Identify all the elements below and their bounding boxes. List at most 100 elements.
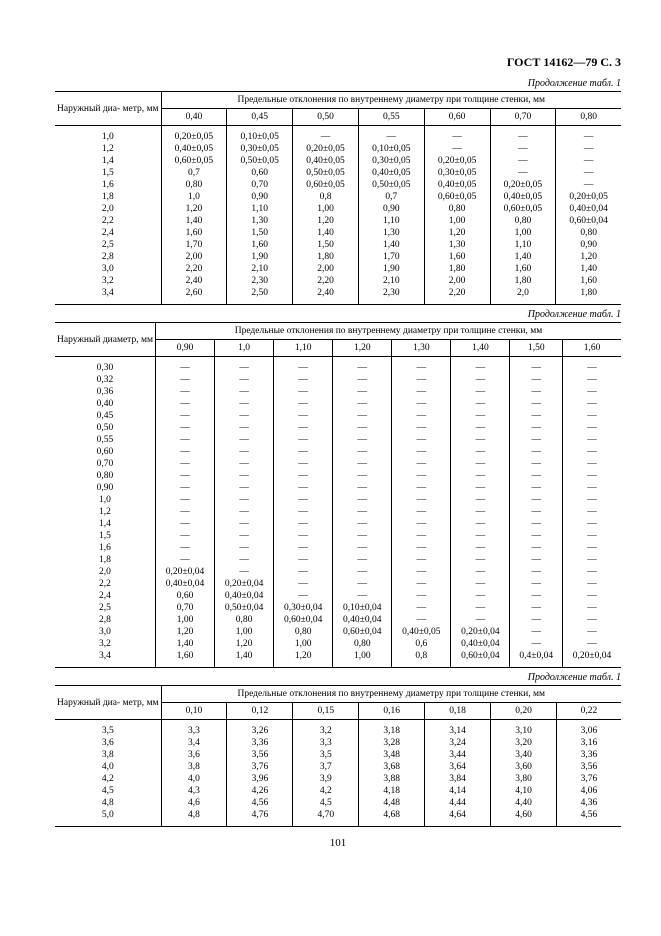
cell: — (451, 434, 510, 446)
cell: 1,40 (161, 215, 227, 227)
cell: — (155, 386, 214, 398)
cell: — (274, 518, 333, 530)
cell: — (510, 578, 563, 590)
cell: — (333, 482, 392, 494)
cell: 2,20 (161, 263, 227, 275)
cell: 4,64 (425, 809, 491, 827)
cell: 4,8 (161, 809, 227, 827)
cell: 0,50±0,05 (358, 179, 424, 191)
cell: — (155, 398, 214, 410)
cell: 3,7 (293, 761, 359, 773)
cell: 0,60±0,05 (424, 191, 490, 203)
cell: 2,40 (161, 275, 227, 287)
cell: — (563, 446, 621, 458)
cell: — (510, 590, 563, 602)
col-header: 0,45 (227, 109, 293, 126)
table-row: 3,83,63,563,53,483,443,403,36 (55, 749, 621, 761)
cell: — (510, 506, 563, 518)
table-row: 1,50,70,600,50±0,050,40±0,050,30±0,05—— (55, 167, 621, 179)
row-diameter: 0,32 (55, 374, 155, 386)
cell: 3,56 (556, 761, 621, 773)
row-diameter: 4,0 (55, 761, 161, 773)
row-diameter: 3,0 (55, 263, 161, 275)
cell: — (510, 494, 563, 506)
cell: 3,48 (359, 749, 425, 761)
cell: 0,60±0,05 (293, 179, 359, 191)
table3-caption: Продолжение табл. 1 (55, 672, 621, 683)
table-row: 1,8———————— (55, 554, 621, 566)
cell: — (451, 357, 510, 375)
cell: — (563, 482, 621, 494)
cell: — (451, 494, 510, 506)
cell: 0,4±0,04 (510, 650, 563, 668)
row-diameter: 0,80 (55, 470, 155, 482)
cell: — (215, 458, 274, 470)
cell: — (274, 590, 333, 602)
col-header: 1,60 (563, 340, 621, 357)
cell: 0,40±0,04 (556, 203, 621, 215)
cell: 3,6 (161, 749, 227, 761)
table1-caption: Продолжение табл. 1 (55, 78, 621, 89)
cell: 0,30±0,05 (424, 167, 490, 179)
cell: — (155, 458, 214, 470)
cell: 0,20±0,04 (563, 650, 621, 668)
row-diameter: 3,0 (55, 626, 155, 638)
cell: 0,40±0,05 (424, 179, 490, 191)
cell: — (510, 386, 563, 398)
cell: — (155, 506, 214, 518)
cell: — (155, 446, 214, 458)
cell: — (333, 446, 392, 458)
cell: — (563, 458, 621, 470)
cell: — (510, 398, 563, 410)
row-diameter: 0,36 (55, 386, 155, 398)
cell: — (451, 410, 510, 422)
cell: — (392, 566, 451, 578)
cell: — (392, 398, 451, 410)
row-diameter: 3,4 (55, 287, 161, 305)
cell: — (490, 167, 556, 179)
cell: 4,14 (425, 785, 491, 797)
cell: — (155, 494, 214, 506)
cell: — (392, 542, 451, 554)
cell: 3,64 (425, 761, 491, 773)
rowhead-1: Наружный диа- метр, мм (55, 92, 161, 126)
row-diameter: 1,5 (55, 530, 155, 542)
cell: — (556, 179, 621, 191)
cell: — (215, 494, 274, 506)
row-diameter: 2,2 (55, 578, 155, 590)
cell: 1,60 (424, 251, 490, 263)
cell: — (333, 566, 392, 578)
cell: — (563, 530, 621, 542)
table-row: 3,21,401,201,000,800,60,40±0,04—— (55, 638, 621, 650)
row-diameter: 1,0 (55, 494, 155, 506)
cell: 2,60 (161, 287, 227, 305)
col-header: 0,70 (490, 109, 556, 126)
cell: 0,30±0,05 (227, 143, 293, 155)
row-diameter: 2,5 (55, 239, 161, 251)
cell: 3,56 (227, 749, 293, 761)
cell: 4,3 (161, 785, 227, 797)
cell: — (510, 614, 563, 626)
cell: — (392, 374, 451, 386)
row-diameter: 2,4 (55, 227, 161, 239)
cell: 3,06 (556, 720, 621, 738)
row-diameter: 1,4 (55, 518, 155, 530)
cell: 1,50 (293, 239, 359, 251)
cell: 0,40±0,05 (161, 143, 227, 155)
cell: 0,40±0,04 (155, 578, 214, 590)
cell: 1,30 (358, 227, 424, 239)
cell: 3,24 (425, 737, 491, 749)
table-1: Наружный диа- метр, мм Предельные отклон… (55, 91, 621, 305)
cell: 3,14 (425, 720, 491, 738)
table-row: 2,51,701,601,501,401,301,100,90 (55, 239, 621, 251)
cell: 3,80 (491, 773, 557, 785)
cell: 0,20±0,04 (155, 566, 214, 578)
col-header: 0,55 (358, 109, 424, 126)
cell: 2,20 (293, 275, 359, 287)
cell: 0,40±0,04 (333, 614, 392, 626)
cell: 1,40 (556, 263, 621, 275)
col-header: 1,0 (215, 340, 274, 357)
cell: 3,4 (161, 737, 227, 749)
cell: 4,0 (161, 773, 227, 785)
cell: 4,5 (293, 797, 359, 809)
